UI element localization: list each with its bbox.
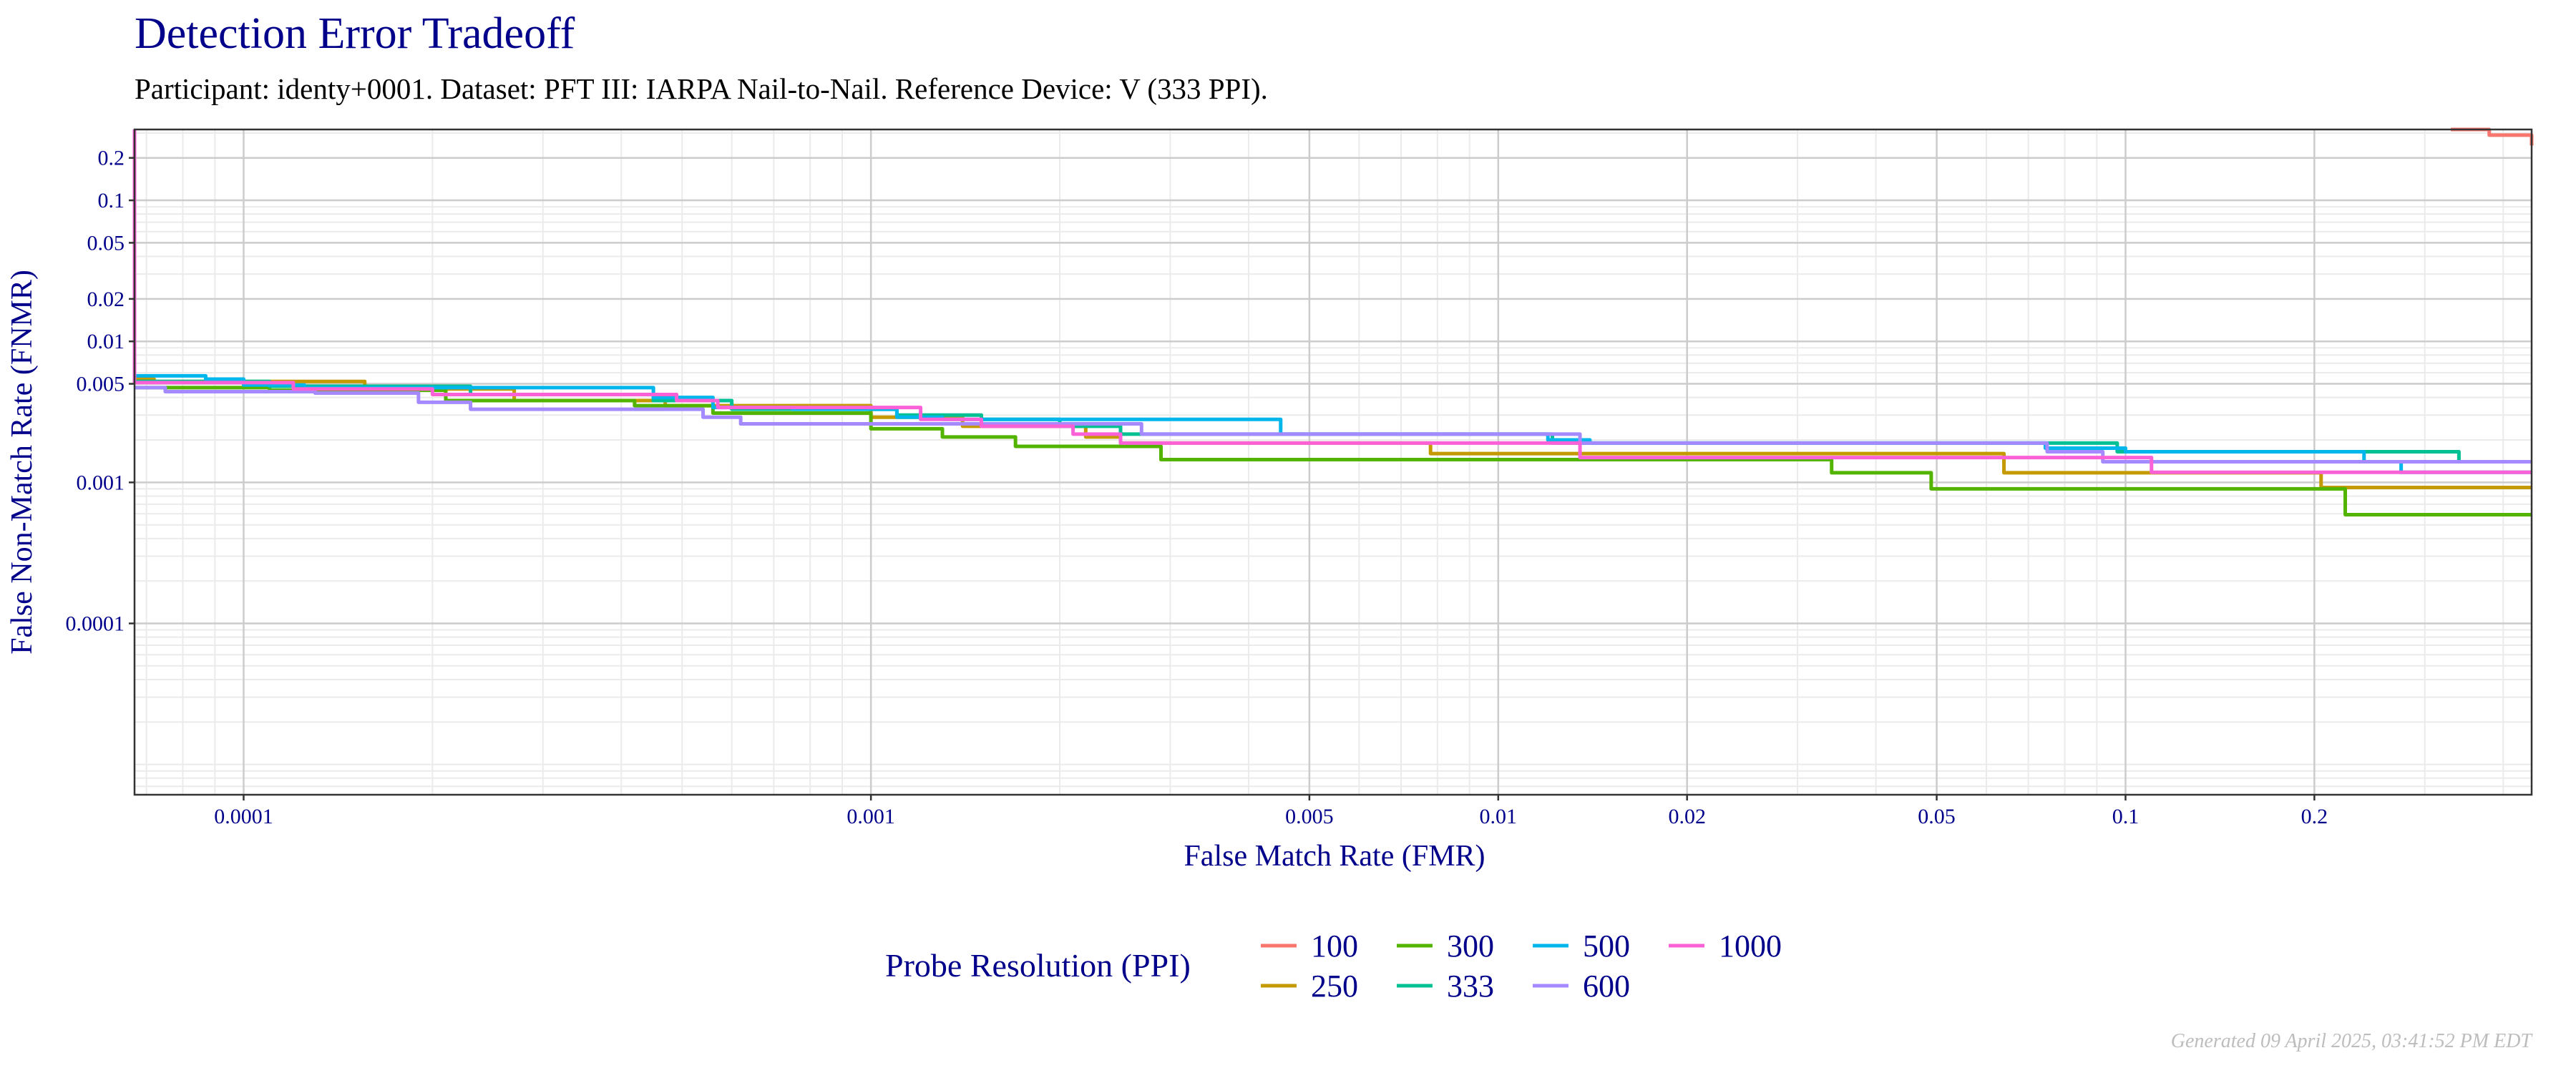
x-tick-label: 0.001 xyxy=(847,805,895,828)
y-tick-label: 0.05 xyxy=(87,231,125,255)
legend-label-1000: 1000 xyxy=(1719,929,1782,964)
chart-title: Detection Error Tradeoff xyxy=(135,9,575,58)
series-line-1000 xyxy=(132,129,2532,474)
plot-panel-border xyxy=(133,128,2533,796)
x-tick-label: 0.02 xyxy=(1668,805,1706,828)
legend-label-300: 300 xyxy=(1447,929,1494,964)
y-tick-label: 0.01 xyxy=(87,330,125,353)
y-tick-label: 0.005 xyxy=(77,373,125,396)
y-tick-label: 0.0001 xyxy=(66,612,125,636)
chart-subtitle: Participant: identy+0001. Dataset: PFT I… xyxy=(135,72,1268,105)
legend-label-500: 500 xyxy=(1583,929,1630,964)
y-tick-label: 0.1 xyxy=(98,189,125,212)
series-line-300 xyxy=(135,386,2532,517)
legend: Probe Resolution (PPI) 100 250 300 333 500 60… xyxy=(885,929,1782,1004)
legend-label-250: 250 xyxy=(1311,969,1358,1004)
y-axis-label: False Non-Match Rate (FNMR) xyxy=(6,270,39,655)
series-line-100 xyxy=(2451,127,2534,146)
legend-title: Probe Resolution (PPI) xyxy=(885,947,1191,984)
y-tick-label: 0.2 xyxy=(98,147,125,170)
x-tick-label: 0.01 xyxy=(1480,805,1518,828)
legend-label-333: 333 xyxy=(1447,969,1494,1004)
x-tick-label: 0.2 xyxy=(2301,805,2328,828)
x-tick-label: 0.005 xyxy=(1285,805,1334,828)
x-tick-label: 0.1 xyxy=(2112,805,2140,828)
legend-label-600: 600 xyxy=(1583,969,1630,1004)
x-axis-label: False Match Rate (FMR) xyxy=(1184,840,1485,873)
generated-timestamp: Generated 09 April 2025, 03:41:52 PM EDT xyxy=(2170,1030,2532,1052)
series-line-600 xyxy=(135,386,2532,464)
legend-label-100: 100 xyxy=(1311,929,1358,964)
x-tick-label: 0.0001 xyxy=(214,805,273,828)
x-tick-label: 0.05 xyxy=(1918,805,1956,828)
axes: 0.0001 0.001 0.005 0.01 0.02 0.05 0.1 0.2 0.2 0.1… xyxy=(66,147,2328,828)
series-lines xyxy=(132,127,2534,517)
y-tick-label: 0.02 xyxy=(87,288,125,311)
y-tick-label: 0.001 xyxy=(77,471,125,494)
